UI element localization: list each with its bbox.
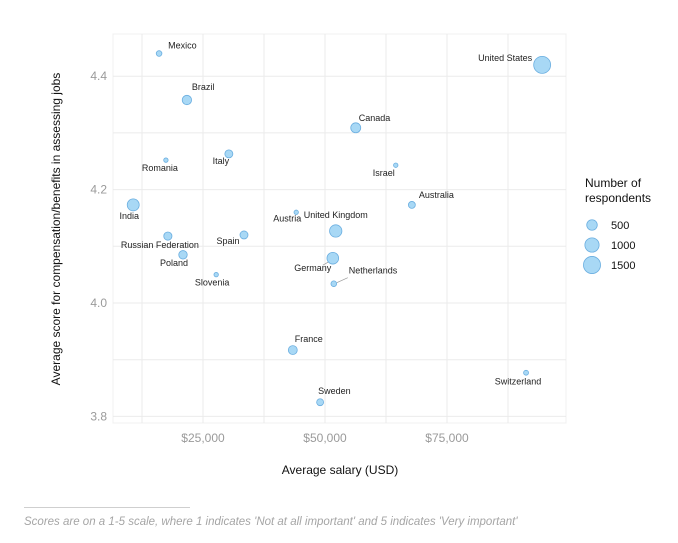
point-brazil [181,94,192,106]
legend-bubble-1500 [583,256,601,274]
point-france [287,345,298,355]
point-netherlands [330,280,338,287]
point-russian-federation [163,231,173,241]
y-axis-ticks: 3.8 4.0 4.2 4.4 [90,69,107,423]
point-austria [293,209,299,215]
x-axis-title: Average salary (USD) [282,463,398,477]
point-poland [178,250,188,260]
label-india: India [119,211,139,221]
label-poland: Poland [160,258,188,268]
point-united-kingdom [329,224,343,238]
bubble-chart: 3.8 4.0 4.2 4.4 $25,000 $50,000 $75,000 Mexic… [49,33,651,477]
label-canada: Canada [359,113,391,123]
leader-netherlands [336,277,348,284]
label-russian-federation: Russian Federation [121,240,199,250]
x-axis-ticks: $25,000 $50,000 $75,000 [181,431,469,445]
x-tick-label: $50,000 [303,431,347,445]
point-sweden [316,398,324,407]
label-netherlands: Netherlands [349,266,398,276]
grid-lines [113,34,566,423]
label-mexico: Mexico [168,41,197,51]
data-points [126,50,552,407]
y-axis-title: Average score for compensation/benefits … [49,73,63,386]
label-spain: Spain [216,236,239,246]
x-tick-label: $75,000 [425,431,469,445]
point-germany [326,251,340,265]
legend: Number of respondents 500 1000 1500 [583,176,651,274]
label-romania: Romania [142,163,178,173]
legend-label-1000: 1000 [611,240,635,252]
legend-title-line2: respondents [585,191,651,205]
point-australia [407,201,416,209]
footnote: Scores are on a 1-5 scale, where 1 indic… [24,516,518,528]
point-india [126,198,140,212]
point-labels: Mexico Brazil Romania Italy India Russian Fed… [119,41,541,397]
label-australia: Australia [419,190,454,200]
legend-label-500: 500 [611,220,629,232]
legend-bubble-1000 [584,237,600,253]
point-spain [239,230,249,240]
label-united-states: United States [478,53,533,63]
label-austria: Austria [273,213,301,223]
y-tick-label: 4.0 [90,296,107,310]
legend-bubble-500 [586,219,598,231]
label-italy: Italy [213,156,230,166]
label-france: France [295,334,323,344]
label-sweden: Sweden [318,386,351,396]
legend-label-1500: 1500 [611,260,635,272]
point-mexico [155,50,163,57]
point-canada [350,122,362,134]
label-united-kingdom: United Kingdom [304,210,368,220]
point-slovenia [213,272,219,278]
label-slovenia: Slovenia [195,278,230,288]
footnote-divider [24,507,190,508]
point-switzerland [523,369,529,376]
label-brazil: Brazil [192,82,215,92]
point-italy [224,149,234,159]
point-israel [393,162,399,168]
x-tick-label: $25,000 [181,431,225,445]
label-germany: Germany [294,263,332,273]
label-israel: Israel [373,168,395,178]
legend-title-line1: Number of [585,176,642,190]
y-tick-label: 4.2 [90,183,107,197]
point-romania [163,157,169,163]
point-united-states [533,55,552,74]
y-tick-label: 4.4 [90,69,107,83]
y-tick-label: 3.8 [90,409,107,423]
label-switzerland: Switzerland [495,377,542,387]
